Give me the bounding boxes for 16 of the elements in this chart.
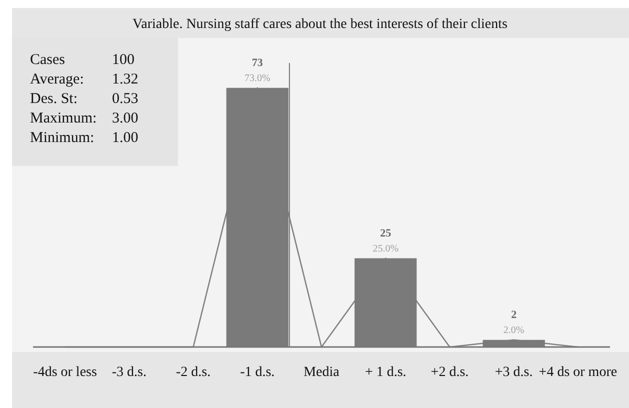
x-tick-label: +2 d.s. <box>430 365 469 380</box>
x-tick-label: Media <box>304 365 340 380</box>
x-tick-label: +4 ds or more <box>538 365 618 380</box>
annotation: Minimum: 1.00 <box>30 130 138 146</box>
annotation: Maximum: 3.00 <box>30 110 138 126</box>
x-tick-label: -1 d.s. <box>240 365 275 380</box>
x-tick-label: -4ds or less <box>33 365 97 380</box>
data-label: 73 73.0% <box>244 56 270 84</box>
x-tick-label: -3 d.s. <box>112 365 146 380</box>
chart-title: Variable. Nursing staff cares about the best interests of their clients <box>132 17 508 32</box>
x-tick-label: +3 d.s. <box>494 365 533 380</box>
x-tick-label: + 1 d.s. <box>364 365 406 380</box>
stats-panel: Cases 100 Average: 1.32 Des. St: 0.53 Maximum: 3.00 Minimum: 1.00 <box>12 38 178 166</box>
data-label: 2 2.0% <box>503 308 524 336</box>
data-label: 25 25.0% <box>372 227 399 254</box>
x-tick-label: -2 d.s. <box>176 365 211 380</box>
